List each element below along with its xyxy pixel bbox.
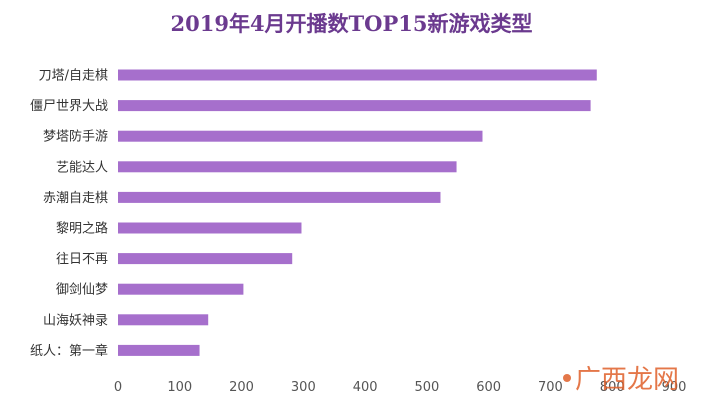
category-labels: 刀塔/自走棋僵尸世界大战梦塔防手游艺能达人赤潮自走棋黎明之路往日不再御剑仙梦山海…	[30, 69, 108, 359]
chart-title: 2019年4月开播数TOP15新游戏类型	[170, 11, 533, 36]
bar-5	[118, 222, 302, 234]
x-tick-label-0: 0	[114, 380, 122, 395]
category-label-8: 山海妖神录	[43, 313, 108, 328]
bars-layer	[118, 69, 597, 356]
bar-2	[118, 130, 483, 142]
bar-9	[118, 344, 200, 356]
x-tick-label-9: 900	[662, 380, 687, 395]
x-tick-label-4: 400	[353, 380, 378, 395]
bar-0	[118, 69, 597, 81]
x-tick-label-8: 800	[600, 380, 625, 395]
bar-7	[118, 283, 244, 295]
category-label-7: 御剑仙梦	[56, 282, 108, 298]
bar-4	[118, 191, 441, 203]
bar-6	[118, 253, 293, 265]
watermark-logo: 广西龙网	[562, 359, 679, 396]
category-label-4: 赤潮自走棋	[43, 191, 108, 206]
x-tick-label-3: 300	[291, 380, 316, 395]
x-axis-tick-labels: 0 100 200 300 400 500 600 700 800 900	[114, 380, 687, 395]
category-label-0: 刀塔/自走棋	[39, 69, 108, 84]
x-tick-label-2: 200	[229, 380, 254, 395]
bar-3	[118, 161, 457, 173]
category-label-6: 往日不再	[56, 252, 108, 267]
category-label-2: 梦塔防手游	[43, 129, 108, 145]
x-tick-label-7: 700	[538, 380, 563, 395]
x-tick-label-5: 500	[414, 380, 439, 395]
logo-dot-icon	[562, 373, 571, 382]
category-label-3: 艺能达人	[56, 160, 108, 175]
watermark-text: 广西龙网	[574, 365, 679, 395]
bar-1	[118, 100, 591, 112]
category-label-9: 纸人：第一章	[30, 343, 108, 359]
category-label-1: 僵尸世界大战	[30, 99, 108, 114]
bar-8	[118, 314, 209, 326]
x-tick-label-6: 600	[476, 380, 501, 395]
category-label-5: 黎明之路	[56, 221, 108, 237]
x-tick-label-1: 100	[167, 380, 192, 395]
